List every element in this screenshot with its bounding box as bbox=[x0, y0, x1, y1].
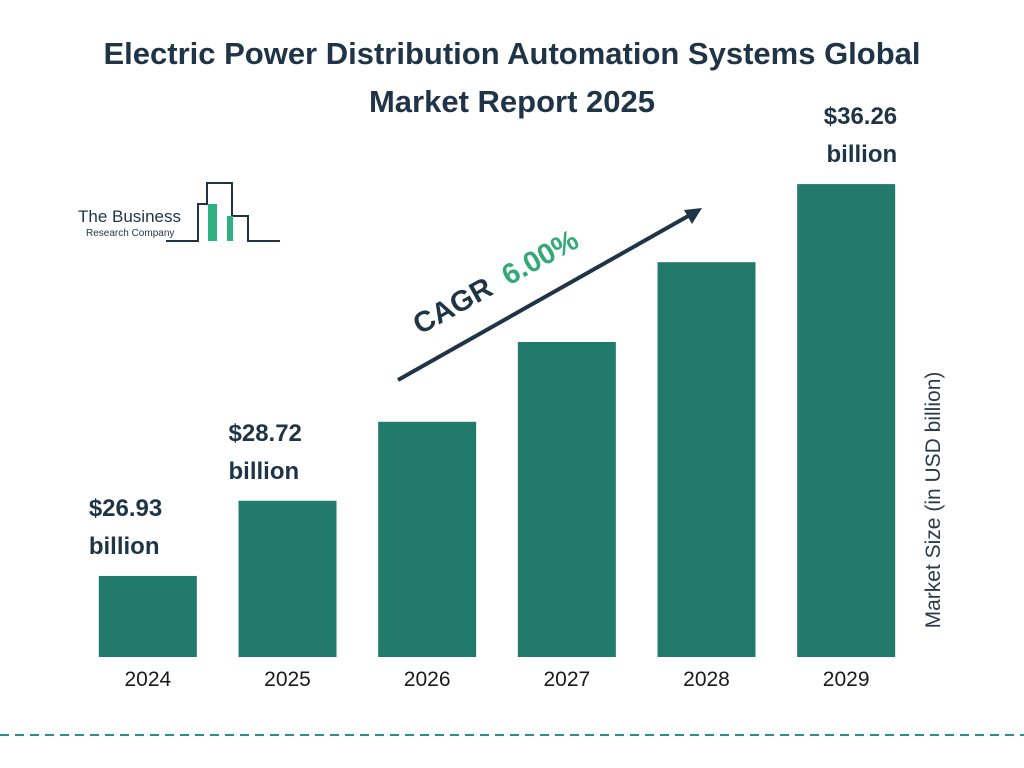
value-label: $26.93 billion bbox=[88, 494, 163, 560]
cagr-arrow bbox=[397, 213, 691, 382]
logo-line2: Research Company bbox=[86, 228, 174, 239]
x-tick-label: 2027 bbox=[543, 668, 590, 691]
x-tick-label: 2024 bbox=[124, 668, 171, 691]
bar bbox=[797, 184, 896, 657]
bar bbox=[657, 262, 756, 657]
cagr-arrowhead bbox=[684, 208, 702, 224]
value-label: $28.72 billion bbox=[228, 419, 302, 485]
logo-line1: The Business bbox=[78, 207, 181, 226]
logo: The Business Research Company bbox=[78, 182, 280, 242]
value-label: $36.26 billion bbox=[823, 103, 898, 169]
x-tick-label: 2026 bbox=[404, 668, 451, 691]
x-tick-label: 2025 bbox=[264, 668, 311, 691]
x-tick-label: 2029 bbox=[823, 668, 870, 691]
bar bbox=[517, 342, 616, 657]
bar bbox=[238, 500, 337, 657]
bar bbox=[378, 421, 477, 657]
chart-title: Electric Power Distribution Automation S… bbox=[103, 36, 921, 119]
y-axis-label: Market Size (in USD billion) bbox=[922, 372, 945, 629]
x-tick-label: 2028 bbox=[683, 668, 730, 691]
bar bbox=[98, 575, 197, 657]
